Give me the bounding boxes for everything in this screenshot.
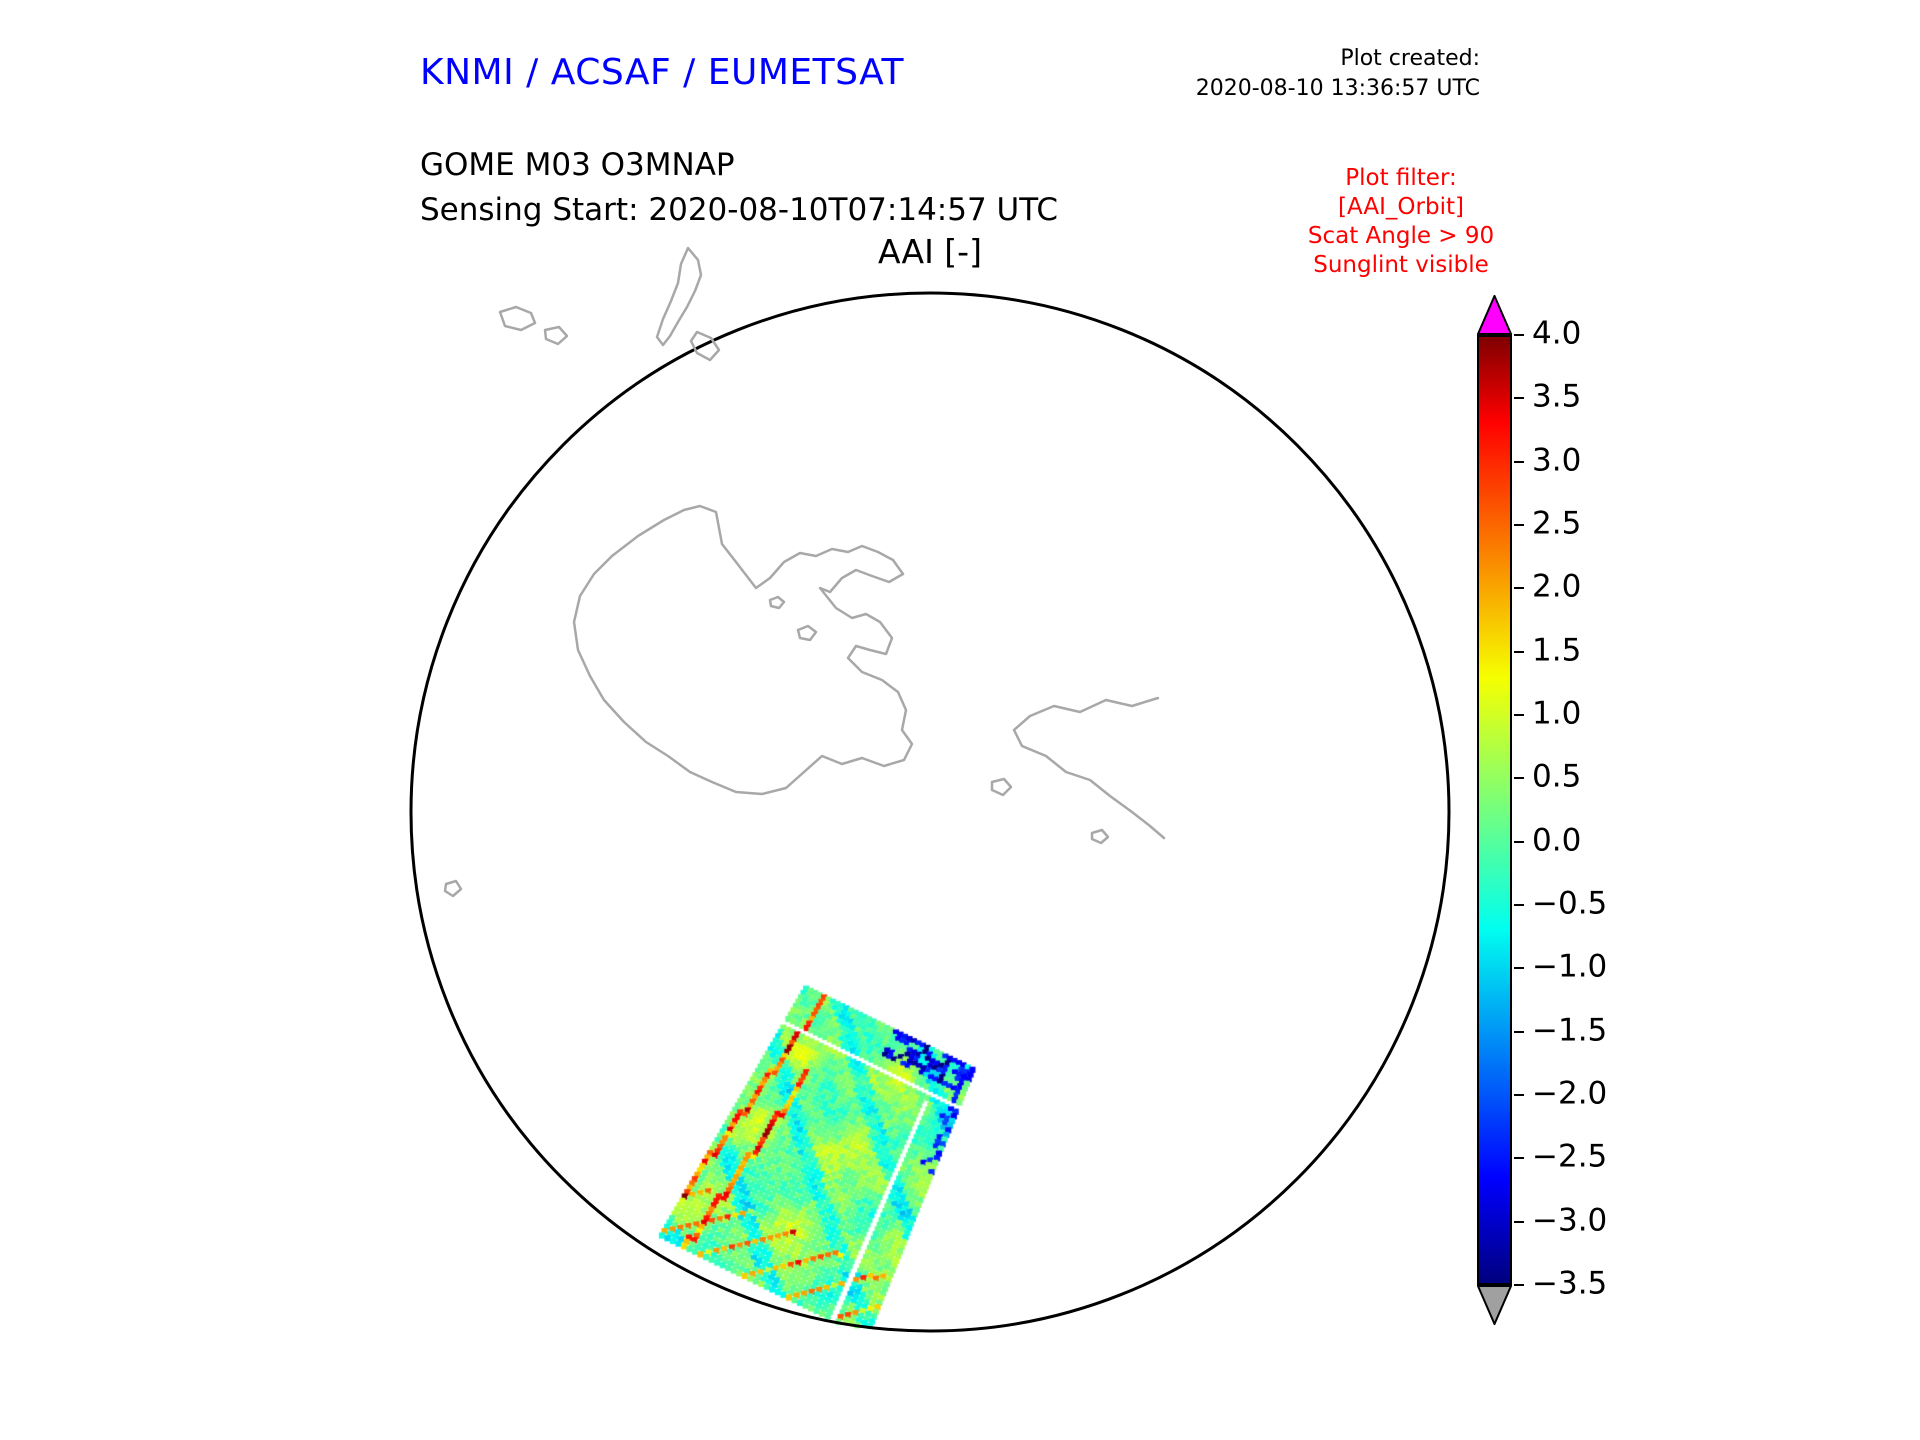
- plot-created-label: Plot created:: [1340, 46, 1480, 71]
- colorbar-tick-label: 0.0: [1532, 822, 1582, 859]
- colorbar-tick-label: 0.5: [1532, 758, 1582, 795]
- colorbar-tick-mark: [1514, 714, 1524, 716]
- colorbar-tick-label: 3.5: [1532, 378, 1582, 415]
- colorbar-tick-mark: [1514, 524, 1524, 526]
- colorbar-tick-label: 4.0: [1532, 315, 1582, 352]
- map-boundary-circle: [409, 291, 1451, 1333]
- colorbar-tick-mark: [1514, 904, 1524, 906]
- colorbar-tick-mark: [1514, 1284, 1524, 1286]
- brand-title: KNMI / ACSAF / EUMETSAT: [420, 52, 904, 93]
- colorbar-tick-mark: [1514, 650, 1524, 653]
- colorbar-tick-mark: [1514, 397, 1524, 400]
- colorbar-tick-mark: [1514, 967, 1524, 970]
- island-coastline: [990, 777, 1013, 797]
- colorbar-tick-mark: [1514, 777, 1524, 780]
- colorbar-tick-label: 1.0: [1532, 695, 1582, 732]
- colorbar-tick-label: −2.0: [1532, 1075, 1608, 1112]
- colorbar-tick-label: −3.5: [1532, 1265, 1608, 1302]
- island-coastline: [443, 879, 463, 898]
- colorbar-tick-label: −2.5: [1532, 1138, 1608, 1175]
- colorbar-tick-mark: [1514, 1030, 1524, 1033]
- colorbar-under-arrow-icon: [1477, 1285, 1512, 1325]
- antarctica-coastline: [572, 504, 914, 796]
- island-coastline: [498, 305, 537, 332]
- plot-filter-line: Sunglint visible: [1313, 251, 1489, 278]
- island-coastline: [1090, 828, 1110, 845]
- product-block: GOME M03 O3MNAP Sensing Start: 2020-08-1…: [420, 143, 1058, 233]
- plot-created-value: 2020-08-10 13:36:57 UTC: [1195, 75, 1480, 101]
- colorbar-tick-label: 3.0: [1532, 442, 1582, 479]
- colorbar-tick-label: 2.5: [1532, 505, 1582, 542]
- colorbar-tick-label: −0.5: [1532, 885, 1608, 922]
- colorbar-tick-label: 1.5: [1532, 632, 1582, 669]
- colorbar-tick-label: −1.0: [1532, 948, 1608, 985]
- plot-created-block: Plot created: 2020-08-10 13:36:57 UTC: [1080, 44, 1480, 103]
- island-coastline: [796, 624, 818, 642]
- colorbar-tick-mark: [1514, 840, 1524, 843]
- colorbar-over-arrow-icon: [1477, 295, 1512, 335]
- plot-filter-line: [AAI_Orbit]: [1338, 193, 1464, 220]
- island-coastline: [768, 595, 786, 610]
- colorbar-tick-label: 2.0: [1532, 568, 1582, 605]
- instrument-name: GOME M03 O3MNAP: [420, 147, 735, 183]
- colorbar-tick-mark: [1514, 460, 1524, 463]
- colorbar-tick-label: −3.0: [1532, 1202, 1608, 1239]
- colorbar-tick-mark: [1514, 1220, 1524, 1223]
- colorbar-tick-mark: [1514, 587, 1524, 590]
- new-zealand-south-coastline: [689, 330, 721, 362]
- colorbar-tick-label: −1.5: [1532, 1012, 1608, 1049]
- colorbar: 4.0 3.5 3.0 2.5 2.0 1.5 1.0 0.5 0.0 −0.5 −1.0 −1.5 −…: [1477, 295, 1607, 1325]
- south-america-coastline: [1012, 696, 1166, 840]
- colorbar-gradient: [1477, 335, 1512, 1285]
- plot-title: AAI [-]: [878, 232, 982, 271]
- colorbar-tick-mark: [1514, 1094, 1524, 1096]
- colorbar-tick-mark: [1514, 334, 1524, 336]
- plot-filter-line: Scat Angle > 90: [1307, 222, 1495, 249]
- island-coastline: [543, 325, 569, 346]
- sensing-start: Sensing Start: 2020-08-10T07:14:57 UTC: [420, 191, 1058, 228]
- colorbar-tick-mark: [1514, 1157, 1524, 1160]
- plot-filter-block: Plot filter: [AAI_Orbit] Scat Angle > 90…: [1251, 164, 1551, 280]
- plot-filter-line: Plot filter:: [1345, 165, 1457, 191]
